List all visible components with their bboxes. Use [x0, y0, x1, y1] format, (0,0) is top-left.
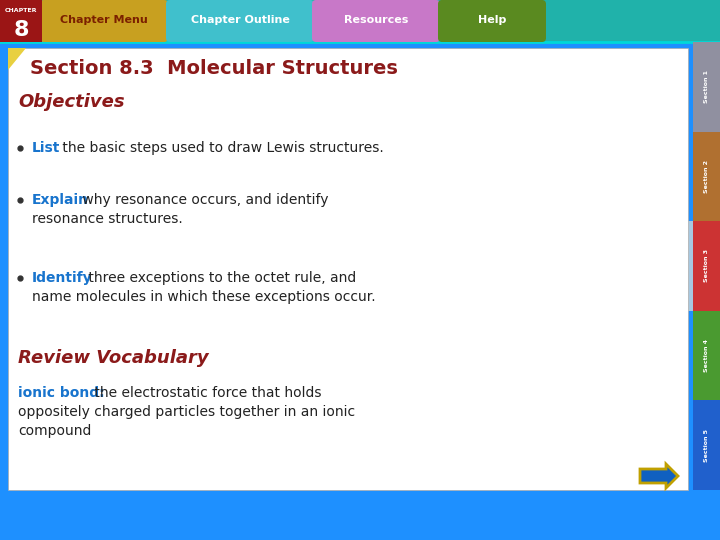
Text: the basic steps used to draw Lewis structures.: the basic steps used to draw Lewis struc… [58, 141, 384, 155]
FancyBboxPatch shape [0, 490, 720, 540]
Text: name molecules in which these exceptions occur.: name molecules in which these exceptions… [32, 290, 376, 304]
Text: the electrostatic force that holds: the electrostatic force that holds [89, 386, 321, 400]
Text: ionic bond:: ionic bond: [18, 386, 104, 400]
Text: Chapter Outline: Chapter Outline [191, 15, 289, 25]
FancyBboxPatch shape [693, 400, 720, 490]
Text: Chapter Menu: Chapter Menu [60, 15, 148, 25]
FancyBboxPatch shape [0, 0, 42, 42]
Text: Review Vocabulary: Review Vocabulary [18, 349, 209, 367]
Text: Section 2: Section 2 [704, 160, 709, 193]
Polygon shape [8, 48, 26, 70]
FancyBboxPatch shape [693, 132, 720, 221]
Text: Identify: Identify [32, 271, 93, 285]
FancyBboxPatch shape [693, 221, 720, 311]
Text: Section 3: Section 3 [704, 249, 709, 282]
FancyBboxPatch shape [8, 48, 688, 490]
Text: Section 8.3  Molecular Structures: Section 8.3 Molecular Structures [30, 58, 398, 78]
FancyBboxPatch shape [0, 0, 720, 42]
Text: Objectives: Objectives [18, 93, 125, 111]
FancyBboxPatch shape [312, 0, 440, 42]
Text: three exceptions to the octet rule, and: three exceptions to the octet rule, and [84, 271, 356, 285]
Text: compound: compound [18, 424, 91, 438]
Text: Section 4: Section 4 [704, 339, 709, 372]
FancyBboxPatch shape [693, 311, 720, 400]
Text: Section 5: Section 5 [704, 429, 709, 462]
Text: CHAPTER: CHAPTER [5, 8, 37, 12]
FancyBboxPatch shape [166, 0, 314, 42]
Text: why resonance occurs, and identify: why resonance occurs, and identify [78, 193, 328, 207]
Text: List: List [32, 141, 60, 155]
FancyBboxPatch shape [693, 42, 720, 132]
Text: Explain: Explain [32, 193, 89, 207]
Text: Section 1: Section 1 [704, 70, 709, 103]
Text: resonance structures.: resonance structures. [32, 212, 183, 226]
Text: Help: Help [478, 15, 506, 25]
Text: Resources: Resources [344, 15, 408, 25]
FancyBboxPatch shape [680, 221, 693, 311]
Text: 8: 8 [13, 20, 29, 40]
Text: oppositely charged particles together in an ionic: oppositely charged particles together in… [18, 405, 355, 419]
Polygon shape [640, 464, 678, 488]
FancyBboxPatch shape [438, 0, 546, 42]
FancyBboxPatch shape [40, 0, 168, 42]
